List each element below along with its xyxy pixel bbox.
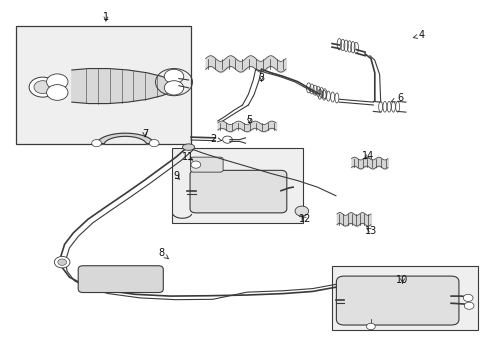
Text: 13: 13 bbox=[364, 226, 376, 236]
Text: 14: 14 bbox=[362, 151, 374, 161]
Circle shape bbox=[92, 140, 101, 147]
Circle shape bbox=[164, 81, 183, 95]
Text: 1: 1 bbox=[102, 13, 109, 22]
FancyBboxPatch shape bbox=[190, 157, 223, 172]
Circle shape bbox=[462, 294, 472, 301]
Circle shape bbox=[58, 259, 66, 265]
Text: 4: 4 bbox=[412, 30, 424, 40]
Text: 9: 9 bbox=[173, 171, 179, 181]
Bar bbox=[16, 26, 191, 144]
Circle shape bbox=[222, 136, 232, 143]
Bar bbox=[171, 148, 302, 223]
Bar bbox=[331, 266, 477, 330]
Polygon shape bbox=[72, 68, 174, 104]
Ellipse shape bbox=[182, 144, 194, 150]
Text: 8: 8 bbox=[159, 248, 168, 258]
Circle shape bbox=[164, 69, 183, 84]
Text: 7: 7 bbox=[142, 129, 148, 139]
Circle shape bbox=[54, 256, 70, 268]
Text: 12: 12 bbox=[299, 214, 311, 224]
Circle shape bbox=[29, 77, 56, 97]
Circle shape bbox=[46, 74, 68, 90]
FancyBboxPatch shape bbox=[78, 266, 163, 293]
Polygon shape bbox=[96, 133, 154, 144]
Text: 11: 11 bbox=[181, 152, 193, 162]
Text: 10: 10 bbox=[396, 275, 408, 285]
Text: 5: 5 bbox=[246, 115, 252, 125]
Text: 2: 2 bbox=[209, 134, 222, 144]
Circle shape bbox=[34, 81, 51, 94]
FancyBboxPatch shape bbox=[336, 276, 458, 325]
FancyBboxPatch shape bbox=[190, 170, 286, 213]
Circle shape bbox=[46, 85, 68, 100]
Circle shape bbox=[366, 323, 374, 330]
Text: 6: 6 bbox=[390, 93, 402, 103]
Circle shape bbox=[294, 206, 308, 216]
Text: 3: 3 bbox=[258, 73, 264, 83]
Circle shape bbox=[191, 161, 201, 168]
Circle shape bbox=[149, 140, 159, 147]
Circle shape bbox=[463, 302, 473, 309]
